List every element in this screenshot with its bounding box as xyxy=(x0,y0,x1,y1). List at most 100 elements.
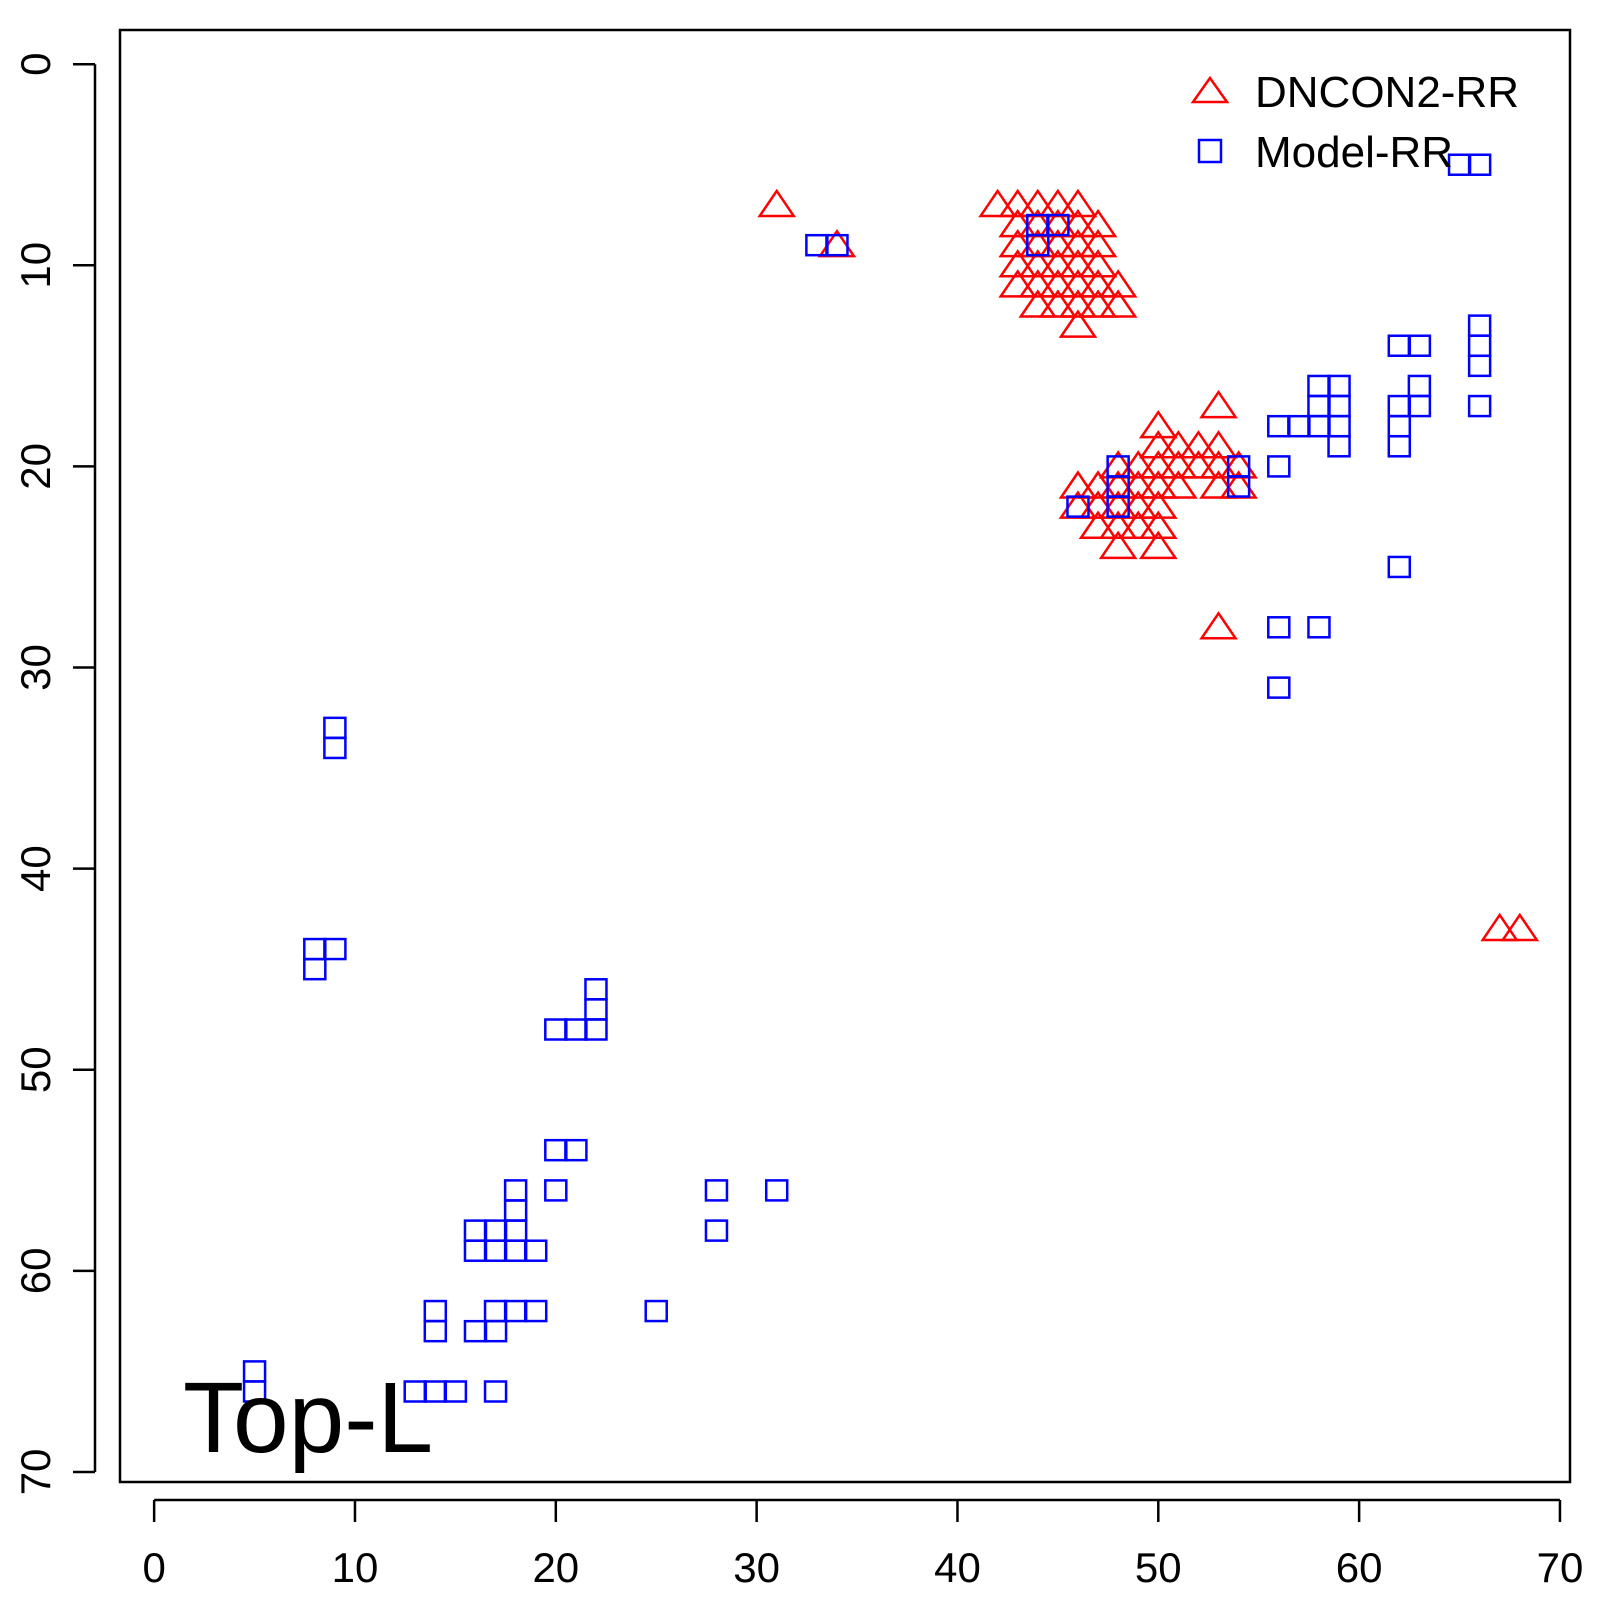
series-model-rr xyxy=(242,153,1492,1403)
square-point xyxy=(523,1299,548,1323)
square-point xyxy=(323,736,347,760)
triangle-point xyxy=(1138,490,1178,519)
square-point xyxy=(1106,495,1130,518)
triangle-point xyxy=(978,188,1017,218)
x-tick-label: 60 xyxy=(1336,1544,1383,1591)
triangle-point xyxy=(1138,510,1178,539)
square-point xyxy=(704,1219,729,1242)
triangle-point xyxy=(998,249,1038,278)
triangle-point xyxy=(1078,269,1118,298)
triangle-point xyxy=(1138,409,1178,439)
triangle-point xyxy=(1058,188,1098,218)
square-point xyxy=(1387,435,1412,458)
x-tick-label: 70 xyxy=(1537,1544,1584,1591)
square-point xyxy=(1066,495,1090,518)
y-tick-label: 70 xyxy=(12,1449,59,1496)
square-point xyxy=(1307,616,1331,639)
triangle-point xyxy=(1159,430,1198,459)
triangle-point xyxy=(1098,530,1138,560)
triangle-point xyxy=(1018,269,1058,298)
triangle-point xyxy=(757,188,797,218)
legend-marker-dncon2-rr xyxy=(1190,75,1230,104)
data-points xyxy=(242,153,1540,1403)
triangle-point xyxy=(1118,510,1158,539)
triangle-point xyxy=(1159,450,1198,479)
x-tick-label: 10 xyxy=(332,1544,379,1591)
x-axis: 0 10 20 30 40 50 60 70 xyxy=(142,1498,1584,1591)
triangle-point xyxy=(1038,289,1078,318)
y-tick-label: 50 xyxy=(12,1046,59,1093)
legend-label-dncon2-rr: DNCON2-RR xyxy=(1255,68,1519,117)
square-point xyxy=(303,957,327,981)
square-point xyxy=(1267,676,1291,699)
square-point xyxy=(483,1319,508,1343)
x-tick-label: 50 xyxy=(1135,1544,1182,1591)
x-tick-label: 40 xyxy=(934,1544,981,1591)
x-tick-label: 20 xyxy=(532,1544,579,1591)
triangle-point xyxy=(1199,430,1238,459)
triangle-point xyxy=(1098,289,1138,318)
square-point xyxy=(443,1380,468,1403)
square-point xyxy=(1267,455,1291,478)
square-point xyxy=(1467,394,1492,418)
square-point xyxy=(423,1319,448,1343)
triangle-point xyxy=(1480,912,1520,942)
square-point xyxy=(1226,475,1251,498)
square-point xyxy=(1046,213,1070,237)
triangle-point xyxy=(1179,450,1218,479)
triangle-point xyxy=(1018,249,1058,278)
legend-label-model-rr: Model-RR xyxy=(1255,128,1453,177)
triangle-point xyxy=(1159,470,1198,499)
triangle-point xyxy=(1098,269,1138,298)
legend: DNCON2-RR Model-RR xyxy=(1190,68,1519,177)
square-point xyxy=(1407,394,1432,418)
triangle-point xyxy=(1058,309,1098,338)
y-tick-label: 60 xyxy=(12,1247,59,1294)
square-point xyxy=(544,1179,568,1202)
triangle-point xyxy=(1199,389,1238,419)
triangle-point xyxy=(1199,611,1238,640)
square-point xyxy=(483,1380,508,1403)
square-point xyxy=(523,1239,548,1262)
triangle-point xyxy=(1038,249,1078,278)
triangle-point xyxy=(1058,249,1098,278)
triangle-point xyxy=(1038,269,1078,298)
y-tick-label: 0 xyxy=(12,53,59,76)
y-tick-label: 10 xyxy=(12,242,59,289)
plot-frame xyxy=(118,28,1572,1484)
square-point xyxy=(242,1380,267,1403)
square-point xyxy=(323,937,347,961)
legend-marker-model-rr xyxy=(1197,138,1223,164)
triangle-point xyxy=(1078,228,1118,258)
triangle-point xyxy=(1078,208,1118,238)
square-point xyxy=(1387,555,1412,579)
square-point xyxy=(1267,616,1291,639)
y-tick-label: 20 xyxy=(12,443,59,490)
triangle-point xyxy=(1058,228,1098,258)
triangle-point xyxy=(1018,289,1058,318)
x-tick-label: 30 xyxy=(733,1544,780,1591)
square-point xyxy=(1467,153,1492,176)
triangle-point xyxy=(1058,289,1098,318)
x-tick-label: 0 xyxy=(142,1544,165,1591)
square-point xyxy=(825,233,849,257)
triangle-point xyxy=(1078,510,1118,539)
square-point xyxy=(564,1138,588,1162)
triangle-point xyxy=(1138,450,1178,479)
square-point xyxy=(644,1299,668,1323)
triangle-point xyxy=(1179,430,1218,459)
square-point xyxy=(1026,233,1050,257)
square-point xyxy=(704,1179,729,1202)
y-tick-label: 40 xyxy=(12,845,59,892)
y-tick-label: 30 xyxy=(12,644,59,691)
triangle-point xyxy=(998,269,1038,298)
triangle-point xyxy=(1138,530,1178,560)
triangle-point xyxy=(998,188,1038,218)
triangle-point xyxy=(1098,510,1138,539)
square-point xyxy=(584,1018,608,1041)
triangle-point xyxy=(1058,269,1098,298)
triangle-point xyxy=(1078,249,1118,278)
triangle-point xyxy=(1138,470,1178,499)
